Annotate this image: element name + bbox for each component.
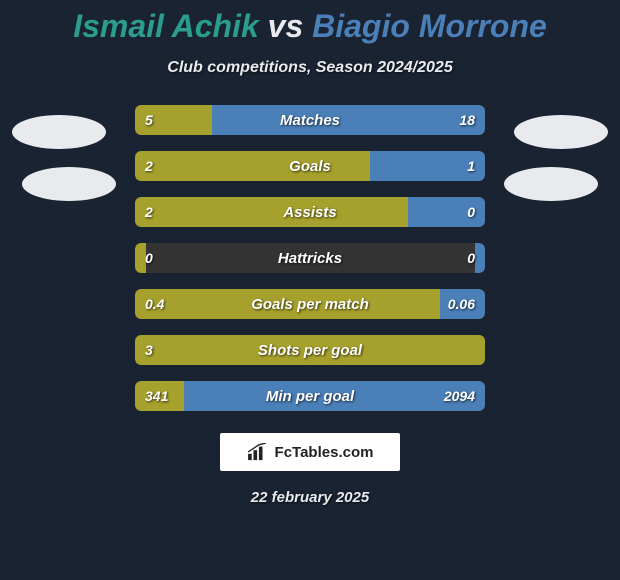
subtitle: Club competitions, Season 2024/2025 [0, 59, 620, 77]
chart-icon [247, 443, 269, 461]
bar-label: Hattricks [135, 243, 485, 273]
stats-arena: Matches518 Goals21 Assists20 Hattricks0 0 Goa… [0, 105, 620, 415]
bar-fill-left [135, 243, 146, 273]
player2-avatar-bottom [504, 167, 598, 201]
stat-row: Min per goal3412094 [135, 381, 485, 411]
bar-fill-left [135, 289, 440, 319]
stat-row: Assists20 [135, 197, 485, 227]
bar-fill-right [212, 105, 485, 135]
watermark-badge: FcTables.com [220, 433, 400, 471]
stat-row: Goals per match0.40.06 [135, 289, 485, 319]
player1-name: Ismail Achik [73, 8, 259, 44]
stat-row: Hattricks0 0 [135, 243, 485, 273]
bar-fill-left [135, 335, 485, 365]
player2-avatar-top [514, 115, 608, 149]
bar-fill-right [408, 197, 485, 227]
bar-fill-left [135, 197, 408, 227]
bar-fill-right [184, 381, 485, 411]
bar-fill-right [440, 289, 486, 319]
player1-avatar-top [12, 115, 106, 149]
bar-value-right: 0 [467, 243, 475, 273]
stat-row: Matches518 [135, 105, 485, 135]
player1-avatar-bottom [22, 167, 116, 201]
comparison-title: Ismail Achik vs Biagio Morrone [0, 0, 620, 45]
bar-fill-right [475, 243, 486, 273]
stat-row: Shots per goal3 [135, 335, 485, 365]
player2-name: Biagio Morrone [312, 8, 547, 44]
bars-container: Matches518 Goals21 Assists20 Hattricks0 0 Goa… [135, 105, 485, 427]
bar-value-left: 0 [145, 243, 153, 273]
vs-text: vs [268, 8, 304, 44]
bar-fill-right [370, 151, 486, 181]
bar-fill-left [135, 151, 370, 181]
stat-row: Goals21 [135, 151, 485, 181]
bar-fill-left [135, 105, 212, 135]
watermark-text: FcTables.com [275, 444, 374, 461]
bar-fill-left [135, 381, 184, 411]
date-text: 22 february 2025 [0, 489, 620, 506]
